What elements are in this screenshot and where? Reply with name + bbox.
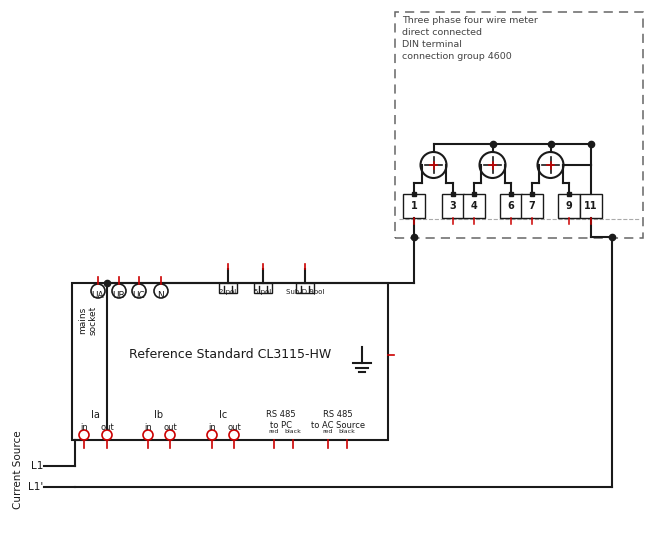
Text: out: out <box>227 423 241 432</box>
Circle shape <box>538 152 564 178</box>
Bar <box>500 194 522 218</box>
Text: red: red <box>323 429 333 434</box>
Text: L1': L1' <box>28 482 43 492</box>
Text: Current Source: Current Source <box>13 431 23 509</box>
Bar <box>403 194 425 218</box>
Text: 2 pol: 2 pol <box>220 289 237 295</box>
Circle shape <box>229 430 239 440</box>
Circle shape <box>154 284 168 298</box>
Text: 6: 6 <box>508 201 514 211</box>
Bar <box>580 194 602 218</box>
Text: 3: 3 <box>450 201 456 211</box>
Bar <box>395 12 643 238</box>
Text: Ic: Ic <box>219 410 227 420</box>
Text: RS 485
to PC: RS 485 to PC <box>266 410 296 430</box>
Bar <box>219 283 237 293</box>
Text: out: out <box>100 423 114 432</box>
Circle shape <box>480 152 506 178</box>
Text: out: out <box>163 423 177 432</box>
Text: N: N <box>157 291 164 300</box>
Text: Three phase four wire meter
direct connected
DIN terminal
connection group 4600: Three phase four wire meter direct conne… <box>402 16 538 61</box>
Text: UC: UC <box>133 291 146 300</box>
Circle shape <box>132 284 146 298</box>
Bar <box>72 283 388 440</box>
Bar <box>254 283 272 293</box>
Text: Ib: Ib <box>155 410 164 420</box>
Text: Ia: Ia <box>91 410 100 420</box>
Bar <box>296 283 314 293</box>
Text: UB: UB <box>112 291 125 300</box>
Text: red: red <box>269 429 280 434</box>
Circle shape <box>91 284 105 298</box>
Circle shape <box>165 430 175 440</box>
Bar <box>558 194 580 218</box>
Text: Reference Standard CL3115-HW: Reference Standard CL3115-HW <box>129 349 331 362</box>
Text: L1: L1 <box>31 461 43 471</box>
Text: 1: 1 <box>411 201 417 211</box>
Circle shape <box>421 152 447 178</box>
Text: black: black <box>285 429 302 434</box>
Circle shape <box>112 284 126 298</box>
Circle shape <box>102 430 112 440</box>
Text: UA: UA <box>92 291 104 300</box>
Text: mains
socket: mains socket <box>78 306 98 335</box>
Bar <box>521 194 543 218</box>
Text: RS 485
to AC Source: RS 485 to AC Source <box>311 410 365 430</box>
Text: 11: 11 <box>584 201 598 211</box>
Text: Sub-D 9pol: Sub-D 9pol <box>286 289 324 295</box>
Circle shape <box>143 430 153 440</box>
Circle shape <box>79 430 89 440</box>
Text: 7: 7 <box>528 201 536 211</box>
Text: black: black <box>339 429 356 434</box>
Text: 4: 4 <box>471 201 477 211</box>
Text: 5 pol: 5 pol <box>254 289 272 295</box>
Bar <box>442 194 464 218</box>
Text: in: in <box>80 423 88 432</box>
Text: 9: 9 <box>566 201 573 211</box>
Text: in: in <box>208 423 216 432</box>
Circle shape <box>207 430 217 440</box>
Text: in: in <box>144 423 152 432</box>
Bar <box>463 194 485 218</box>
